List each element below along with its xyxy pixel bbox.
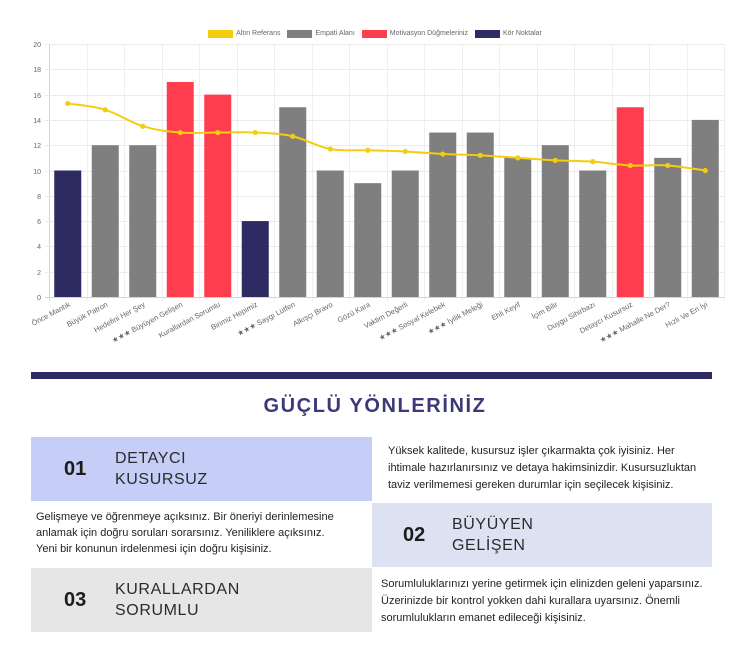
section-divider bbox=[31, 372, 712, 379]
x-tick-label: Alkışçı Bravo bbox=[291, 300, 334, 328]
reference-line bbox=[67, 102, 706, 172]
reference-point-9 bbox=[365, 147, 371, 153]
bar-11 bbox=[429, 132, 457, 297]
legend-label: Altın Referans bbox=[236, 30, 281, 37]
reference-point-5 bbox=[215, 129, 221, 136]
chart-grid: 0 2 4 6 8 10 12 14 16 18 20 bbox=[33, 42, 725, 302]
y-tick-label: 18 bbox=[33, 67, 41, 74]
reference-point-6 bbox=[252, 129, 258, 136]
strength-card-2: 02 BÜYÜYEN GELİŞEN bbox=[372, 503, 712, 567]
x-tick-label: İçim Bilir bbox=[530, 300, 560, 321]
strength-number: 03 bbox=[64, 589, 87, 611]
bar-8 bbox=[316, 170, 344, 297]
reference-point-2 bbox=[102, 107, 108, 113]
reference-point-11 bbox=[440, 151, 446, 157]
reference-point-3 bbox=[140, 123, 146, 129]
reference-point-13 bbox=[515, 155, 521, 161]
legend-swatch bbox=[287, 29, 313, 38]
bar-13 bbox=[504, 157, 532, 297]
bar-18 bbox=[691, 119, 719, 298]
reference-series bbox=[65, 100, 708, 174]
legend-swatch bbox=[361, 29, 387, 38]
y-tick-label: 16 bbox=[33, 93, 41, 100]
strength-title-line-2: SORUMLU bbox=[115, 602, 200, 619]
strength-description: Yüksek kalitede, kusursuz işler çıkarmak… bbox=[388, 445, 697, 491]
x-tick-label: Hızlı Ve En İyi bbox=[664, 300, 710, 330]
y-tick-label: 14 bbox=[33, 118, 41, 125]
bar-series bbox=[54, 81, 719, 298]
reference-point-8 bbox=[327, 146, 333, 152]
y-tick-label: 2 bbox=[37, 270, 41, 277]
y-tick-label: 4 bbox=[37, 244, 41, 251]
reference-point-12 bbox=[477, 152, 483, 158]
strength-title-line-1: KURALLARDAN bbox=[115, 581, 240, 598]
legend-item-altin-referans[interactable]: Altın Referans bbox=[208, 29, 280, 38]
bar-15 bbox=[579, 170, 607, 297]
y-tick-label: 10 bbox=[33, 169, 41, 176]
bar-2 bbox=[91, 145, 119, 297]
bar-14 bbox=[541, 145, 569, 297]
legend-swatch bbox=[208, 29, 234, 38]
legend-item-kor-noktalar[interactable]: Kör Noktalar bbox=[474, 29, 542, 38]
legend-label: Empati Alanı bbox=[315, 30, 355, 37]
y-tick-label: 6 bbox=[37, 219, 41, 226]
reference-point-1 bbox=[65, 100, 71, 107]
bar-10 bbox=[391, 170, 419, 297]
bar-17 bbox=[654, 157, 682, 297]
legend-label: Kör Noktalar bbox=[502, 30, 542, 37]
strength-description: Gelişmeye ve öğrenmeye açıksınız. Bir ön… bbox=[36, 511, 334, 555]
reference-point-16 bbox=[627, 162, 633, 169]
legend-item-empati-alani[interactable]: Empati Alanı bbox=[287, 29, 355, 38]
bar-16 bbox=[616, 107, 644, 297]
bar-12 bbox=[466, 132, 494, 297]
legend-item-motivasyon[interactable]: Motivasyon Düğmeleriniz bbox=[361, 29, 468, 38]
strength-row-3: 03 KURALLARDAN SORUMLU Sorumluluklarınız… bbox=[31, 568, 712, 632]
y-tick-label: 0 bbox=[37, 295, 41, 302]
legend-label: Motivasyon Düğmeleriniz bbox=[389, 30, 468, 37]
bar-4 bbox=[166, 81, 194, 297]
strength-description: Sorumluluklarınızı yerine getirmek için … bbox=[381, 578, 703, 624]
strength-title-line-2: GELİŞEN bbox=[452, 537, 526, 554]
x-tick-label: Ehli Keyif bbox=[490, 299, 523, 322]
strength-title-line-1: BÜYÜYEN bbox=[452, 516, 534, 533]
bar-9 bbox=[354, 183, 382, 297]
reference-point-14 bbox=[552, 157, 558, 163]
strength-number: 02 bbox=[403, 524, 426, 546]
strength-title: DETAYCI KUSURSUZ bbox=[115, 448, 208, 490]
strength-title: KURALLARDAN SORUMLU bbox=[115, 579, 240, 621]
strength-title-line-2: KUSURSUZ bbox=[115, 471, 208, 488]
bar-5 bbox=[204, 94, 232, 297]
section-title: GÜÇLÜ YÖNLERİNİZ bbox=[263, 395, 487, 417]
bar-3 bbox=[129, 145, 157, 297]
reference-point-18 bbox=[702, 167, 708, 174]
reference-point-15 bbox=[590, 159, 596, 165]
y-tick-label: 12 bbox=[33, 143, 41, 150]
legend-swatch bbox=[474, 29, 500, 38]
chart-legend: Altın Referans Empati Alanı Motivasyon D… bbox=[0, 29, 750, 38]
reference-point-4 bbox=[177, 129, 183, 136]
y-tick-label: 8 bbox=[37, 194, 41, 201]
strength-card-1: 01 DETAYCI KUSURSUZ bbox=[31, 437, 372, 501]
x-tick-label: ★★★ Sosyal Kelebek bbox=[377, 300, 447, 343]
strength-row-2: Gelişmeye ve öğrenmeye açıksınız. Bir ön… bbox=[31, 503, 712, 567]
reference-point-10 bbox=[402, 148, 408, 155]
reference-point-17 bbox=[665, 162, 671, 169]
strength-title: BÜYÜYEN GELİŞEN bbox=[452, 514, 534, 556]
x-tick-label: ★★★ Mahalle Ne Der? bbox=[598, 300, 672, 345]
strength-number: 01 bbox=[64, 458, 87, 480]
strength-card-3: 03 KURALLARDAN SORUMLU bbox=[31, 568, 372, 632]
y-tick-label: 20 bbox=[33, 42, 41, 49]
strength-row-1: 01 DETAYCI KUSURSUZ Yüksek kalitede, kus… bbox=[31, 437, 712, 501]
bar-6 bbox=[241, 221, 269, 297]
reference-point-7 bbox=[290, 133, 296, 139]
strength-title-line-1: DETAYCI bbox=[115, 450, 187, 467]
bar-1 bbox=[54, 170, 82, 297]
